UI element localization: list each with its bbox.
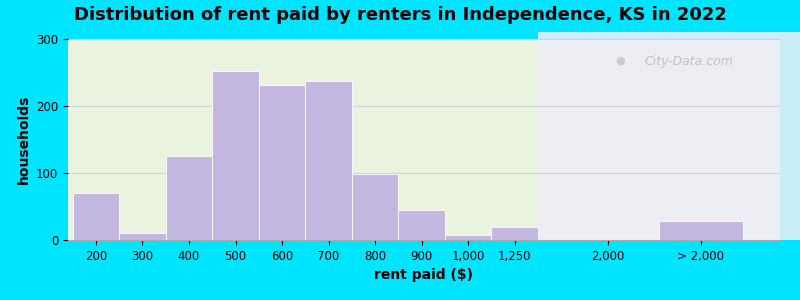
Bar xyxy=(491,226,538,240)
Bar xyxy=(212,71,258,240)
X-axis label: rent paid ($): rent paid ($) xyxy=(374,268,474,282)
Bar xyxy=(538,32,800,240)
Bar xyxy=(659,221,742,240)
Bar xyxy=(398,210,445,240)
Bar xyxy=(73,193,119,240)
Text: City-Data.com: City-Data.com xyxy=(645,55,734,68)
Bar xyxy=(659,221,742,240)
Bar xyxy=(258,85,306,240)
Bar xyxy=(306,81,352,240)
Bar xyxy=(119,233,166,240)
Bar xyxy=(166,156,212,240)
Bar xyxy=(445,235,491,240)
Text: Distribution of rent paid by renters in Independence, KS in 2022: Distribution of rent paid by renters in … xyxy=(74,6,726,24)
Bar xyxy=(352,174,398,240)
Y-axis label: households: households xyxy=(17,95,30,184)
Text: ●: ● xyxy=(615,56,625,66)
